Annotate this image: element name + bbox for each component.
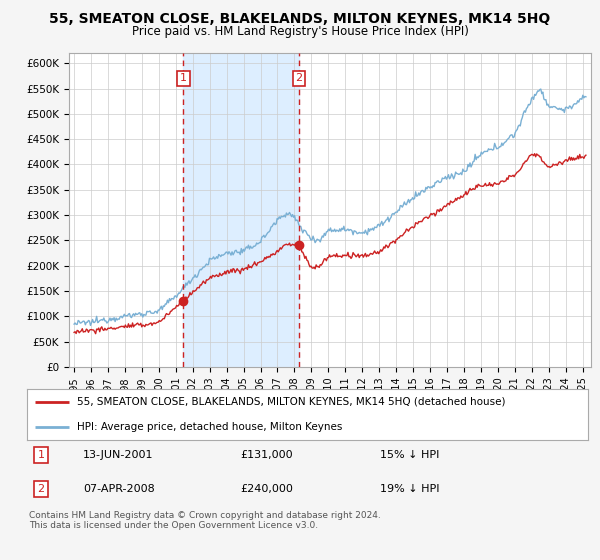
Text: Contains HM Land Registry data © Crown copyright and database right 2024.
This d: Contains HM Land Registry data © Crown c…	[29, 511, 380, 530]
Text: 15% ↓ HPI: 15% ↓ HPI	[380, 450, 440, 460]
Bar	[184, 53, 299, 367]
Text: 2: 2	[295, 73, 302, 83]
Text: £240,000: £240,000	[240, 484, 293, 494]
Text: Price paid vs. HM Land Registry's House Price Index (HPI): Price paid vs. HM Land Registry's House …	[131, 25, 469, 38]
Text: 07-APR-2008: 07-APR-2008	[83, 484, 155, 494]
Text: 19% ↓ HPI: 19% ↓ HPI	[380, 484, 440, 494]
Text: 55, SMEATON CLOSE, BLAKELANDS, MILTON KEYNES, MK14 5HQ (detached house): 55, SMEATON CLOSE, BLAKELANDS, MILTON KE…	[77, 397, 506, 407]
Text: 55, SMEATON CLOSE, BLAKELANDS, MILTON KEYNES, MK14 5HQ: 55, SMEATON CLOSE, BLAKELANDS, MILTON KE…	[49, 12, 551, 26]
Text: HPI: Average price, detached house, Milton Keynes: HPI: Average price, detached house, Milt…	[77, 422, 343, 432]
Text: 13-JUN-2001: 13-JUN-2001	[83, 450, 154, 460]
Text: 2: 2	[37, 484, 44, 494]
Text: 1: 1	[180, 73, 187, 83]
Text: £131,000: £131,000	[240, 450, 293, 460]
Text: 1: 1	[38, 450, 44, 460]
